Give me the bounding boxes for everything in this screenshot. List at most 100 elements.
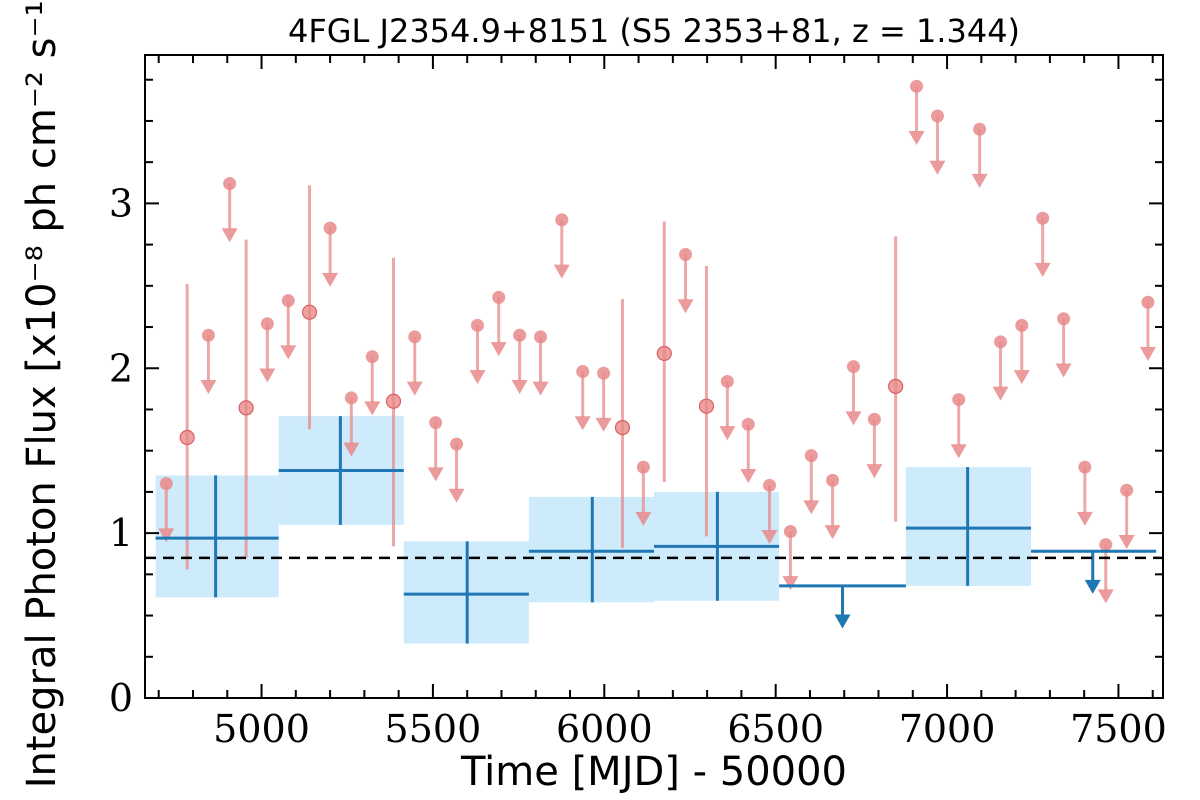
short-bin-ul-point-33 bbox=[1015, 318, 1029, 332]
short-bin-ul-point-32 bbox=[994, 335, 1008, 349]
short-bin-ul-arrow-36 bbox=[1076, 511, 1093, 526]
long-bin-ul-arrow-0 bbox=[834, 614, 851, 629]
short-bin-ul-arrow-30 bbox=[950, 444, 967, 459]
short-bin-ul-arrow-24 bbox=[803, 500, 820, 515]
short-bin-ul-point-26 bbox=[846, 360, 860, 374]
short-bin-ul-arrow-29 bbox=[929, 160, 946, 175]
x-tick-label: 7000 bbox=[899, 707, 996, 751]
short-bin-ul-arrow-12 bbox=[490, 342, 507, 357]
y-tick-label: 3 bbox=[109, 181, 133, 225]
short-bin-ul-point-35 bbox=[1057, 312, 1071, 326]
x-tick-label: 6000 bbox=[556, 707, 653, 751]
short-bin-ul-point-12 bbox=[492, 290, 506, 304]
short-bin-ul-arrow-15 bbox=[553, 264, 570, 279]
short-bin-ul-arrow-6 bbox=[343, 442, 360, 457]
short-bin-ul-point-25 bbox=[826, 473, 840, 487]
short-bin-point-2 bbox=[301, 304, 318, 320]
short-bin-ul-point-1 bbox=[201, 328, 215, 342]
short-bin-ul-arrow-4 bbox=[280, 345, 297, 360]
short-bin-ul-arrow-2 bbox=[221, 228, 238, 243]
short-bin-ul-point-2 bbox=[223, 177, 237, 191]
short-bin-point-5 bbox=[656, 345, 672, 362]
short-bin-ul-point-4 bbox=[281, 294, 295, 308]
short-bin-ul-arrow-25 bbox=[824, 525, 841, 540]
short-bin-point-1 bbox=[238, 400, 254, 416]
short-bin-ul-point-3 bbox=[260, 317, 274, 331]
short-bin-ul-arrow-1 bbox=[200, 379, 217, 394]
short-bin-ul-arrow-22 bbox=[761, 530, 778, 545]
short-bin-ul-arrow-13 bbox=[511, 379, 528, 394]
y-axis-title: Integral Photon Flux [x10⁻⁸ ph cm⁻² s⁻¹] bbox=[19, 0, 65, 788]
short-bin-ul-point-37 bbox=[1099, 538, 1113, 552]
short-bin-ul-arrow-37 bbox=[1097, 589, 1114, 604]
short-bin-ul-point-31 bbox=[973, 122, 987, 136]
short-bin-ul-arrow-35 bbox=[1055, 363, 1072, 378]
short-bin-ul-arrow-20 bbox=[719, 426, 736, 441]
y-tick-label: 2 bbox=[109, 346, 133, 390]
short-bin-point-4 bbox=[614, 420, 631, 436]
short-bin-ul-arrow-7 bbox=[364, 401, 381, 416]
short-bin-point-0 bbox=[179, 429, 195, 446]
short-bin-ul-arrow-32 bbox=[992, 386, 1009, 401]
short-bin-ul-point-38 bbox=[1120, 483, 1134, 497]
short-bin-ul-point-6 bbox=[344, 391, 358, 405]
short-bin-ul-point-16 bbox=[576, 365, 590, 379]
short-bin-ul-point-19 bbox=[679, 247, 693, 261]
short-bin-ul-point-17 bbox=[597, 366, 611, 380]
short-bin-ul-point-8 bbox=[408, 330, 422, 344]
short-bin-ul-point-14 bbox=[534, 330, 548, 344]
short-bin-ul-point-22 bbox=[763, 478, 777, 492]
short-bin-ul-arrow-33 bbox=[1013, 370, 1030, 385]
short-bin-ul-point-20 bbox=[720, 374, 734, 388]
short-bin-ul-arrow-39 bbox=[1139, 347, 1156, 362]
short-bin-ul-point-34 bbox=[1036, 211, 1050, 225]
x-tick-label: 5500 bbox=[385, 707, 482, 751]
short-bin-ul-arrow-23 bbox=[782, 576, 799, 591]
short-bin-ul-arrow-9 bbox=[427, 467, 444, 482]
x-tick-label: 6500 bbox=[727, 707, 824, 751]
short-bin-ul-point-29 bbox=[930, 109, 944, 123]
short-bin-ul-point-39 bbox=[1141, 295, 1155, 309]
short-bin-point-3 bbox=[385, 393, 402, 409]
short-bin-ul-arrow-10 bbox=[448, 488, 465, 503]
axis-ticks bbox=[145, 55, 1163, 699]
x-tick-label: 7500 bbox=[1070, 707, 1167, 751]
short-bin-point-6 bbox=[698, 398, 715, 414]
short-bin-ul-point-5 bbox=[323, 221, 337, 235]
short-bin-ul-arrow-34 bbox=[1034, 262, 1051, 277]
short-bin-ul-arrow-11 bbox=[469, 370, 486, 385]
short-bin-ul-arrow-3 bbox=[259, 368, 276, 383]
y-tick-label: 0 bbox=[109, 676, 133, 720]
short-bin-ul-point-27 bbox=[867, 412, 881, 426]
axis-tick-labels: 5000 5500 6000 6500 7000 7500 0 1 2 3 bbox=[109, 181, 1167, 751]
short-bin-ul-arrow-14 bbox=[532, 381, 549, 396]
short-bin-ul-point-9 bbox=[429, 416, 443, 430]
x-tick-label: 5000 bbox=[213, 707, 310, 751]
short-bin-ul-arrow-16 bbox=[574, 416, 591, 431]
short-bin-ul-arrow-28 bbox=[908, 131, 925, 146]
short-bin-ul-arrow-0 bbox=[158, 528, 175, 543]
y-tick-label: 1 bbox=[109, 511, 133, 555]
x-axis-title: Time [MJD] - 50000 bbox=[460, 749, 847, 795]
short-bin-ul-arrow-27 bbox=[866, 464, 883, 479]
short-bin-point-7 bbox=[888, 378, 904, 394]
short-bin-ul-point-23 bbox=[783, 524, 797, 538]
short-bin-ul-point-28 bbox=[910, 79, 924, 93]
short-bin-series bbox=[158, 79, 1156, 604]
short-bin-ul-point-30 bbox=[952, 393, 966, 407]
long-bin-series bbox=[155, 416, 1157, 644]
short-bin-ul-point-0 bbox=[159, 477, 173, 491]
short-bin-ul-point-18 bbox=[636, 460, 650, 474]
short-bin-ul-point-7 bbox=[365, 350, 379, 364]
short-bin-ul-arrow-26 bbox=[845, 411, 862, 426]
short-bin-ul-point-36 bbox=[1078, 460, 1092, 474]
chart-title: 4FGL J2354.9+8151 (S5 2353+81, z = 1.344… bbox=[288, 12, 1020, 50]
long-bin-ul-arrow-1 bbox=[1084, 579, 1101, 594]
short-bin-ul-point-10 bbox=[450, 437, 464, 451]
short-bin-ul-point-11 bbox=[470, 318, 484, 332]
short-bin-ul-arrow-31 bbox=[971, 173, 988, 188]
short-bin-ul-arrow-8 bbox=[406, 381, 423, 396]
short-bin-ul-arrow-5 bbox=[322, 272, 339, 287]
short-bin-ul-point-21 bbox=[741, 417, 755, 431]
